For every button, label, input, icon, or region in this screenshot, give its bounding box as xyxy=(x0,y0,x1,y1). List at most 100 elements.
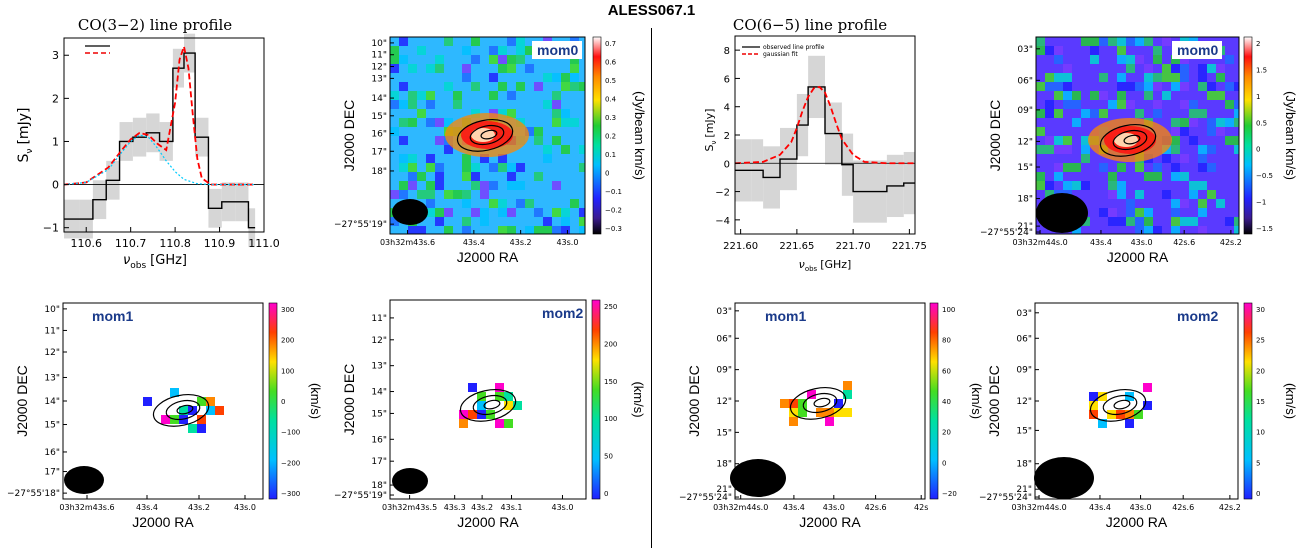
dec-tick-label: −27°55'19" xyxy=(334,220,387,230)
map-pixel xyxy=(525,46,534,55)
colorbar-tick-label: 0.2 xyxy=(605,133,616,141)
dec-tick-label: 14" xyxy=(371,388,387,398)
map-pixel xyxy=(552,73,561,82)
map-pixel xyxy=(390,190,399,199)
colorbar-tick-label: 0 xyxy=(281,398,285,406)
contour-inner xyxy=(472,394,508,416)
map-pixel xyxy=(1225,136,1234,145)
velocity-pixel xyxy=(834,399,843,408)
map-pixel xyxy=(1180,73,1189,82)
dec-tick-label: −27°55'19" xyxy=(334,491,387,501)
map-pixel xyxy=(462,64,471,73)
map-pixel xyxy=(1045,82,1054,91)
map-pixel xyxy=(1171,199,1180,208)
series-observed-line xyxy=(64,52,256,229)
map-pixel xyxy=(1198,154,1207,163)
ra-tick-label: 42s.6 xyxy=(865,503,887,512)
colorbar xyxy=(591,299,601,500)
colorbar-label: (Jy/beam km/s) xyxy=(632,91,647,180)
map-pixel xyxy=(471,55,480,64)
map-pixel xyxy=(435,217,444,226)
map-pixel xyxy=(1153,172,1162,181)
map-pixel xyxy=(1144,208,1153,217)
map-pixel xyxy=(444,226,453,234)
map-pixel xyxy=(1234,82,1239,91)
contour-outer xyxy=(1099,124,1157,157)
map-pixel xyxy=(534,226,543,234)
colorbar-tick-label: 80 xyxy=(942,337,951,345)
contour-inner xyxy=(1102,394,1138,416)
dec-axis-label: J2000 DEC xyxy=(686,365,702,437)
map-pixel xyxy=(1090,37,1099,46)
dec-tick-label: 10" xyxy=(44,305,60,315)
map-pixel xyxy=(1135,109,1144,118)
beam-ellipse xyxy=(392,199,428,225)
dec-tick-label: 12" xyxy=(44,348,60,358)
map-pixel xyxy=(417,109,426,118)
dec-axis-label: J2000 DEC xyxy=(341,364,357,436)
map-pixel xyxy=(1153,55,1162,64)
ra-axis-label: J2000 RA xyxy=(1106,514,1168,530)
map-pixel xyxy=(1135,208,1144,217)
map-pixel xyxy=(1135,163,1144,172)
map-pixel xyxy=(444,118,453,127)
map-pixel xyxy=(1180,82,1189,91)
map-pixel xyxy=(579,208,585,217)
x-tick-label: 110.6 xyxy=(70,237,102,250)
map-pixel xyxy=(1144,226,1153,234)
map-pixel xyxy=(435,181,444,190)
colorbar-tick-label: 20 xyxy=(1256,367,1265,375)
map-pixel xyxy=(1135,217,1144,226)
map-label: mom1 xyxy=(765,308,806,324)
map-pixel xyxy=(462,190,471,199)
map-pixel xyxy=(453,91,462,100)
map-pixel xyxy=(1081,181,1090,190)
velocity-pixel xyxy=(1089,392,1098,401)
map-label-box xyxy=(532,41,582,59)
map-pixel xyxy=(399,190,408,199)
contour-core xyxy=(176,404,194,415)
map-pixel xyxy=(498,109,507,118)
colorbar-label: (km/s) xyxy=(631,381,646,417)
colorbar-tick-label: −1 xyxy=(1256,199,1266,207)
map-pixel xyxy=(1135,226,1144,234)
dec-tick-label: 11" xyxy=(44,326,60,336)
dec-tick-label: 09" xyxy=(1017,106,1033,116)
map-pixel xyxy=(435,118,444,127)
ra-tick-label: 43s.0 xyxy=(234,503,256,512)
colorbar-tick-label: 100 xyxy=(281,367,294,375)
contour-outer xyxy=(459,389,517,422)
map-pixel xyxy=(1126,37,1135,46)
map-pixel xyxy=(507,109,516,118)
colorbar-tick-label: 40 xyxy=(942,398,951,406)
dec-tick-label: 12" xyxy=(371,336,387,346)
map-pixel xyxy=(1189,190,1198,199)
map-pixel xyxy=(1126,82,1135,91)
ra-tick-label: 43s.3 xyxy=(444,503,466,512)
map-pixel xyxy=(408,163,417,172)
map-pixel xyxy=(1153,100,1162,109)
map-pixel xyxy=(444,82,453,91)
ra-tick-label: 42s.6 xyxy=(1173,238,1195,247)
map-pixel xyxy=(1198,109,1207,118)
x-tick-labels: 221.60 221.65 221.70 221.75 xyxy=(723,229,927,252)
map-pixel xyxy=(1108,190,1117,199)
dec-tick-label: 09" xyxy=(716,366,732,376)
map-pixel xyxy=(1171,136,1180,145)
velocity-pixel xyxy=(843,381,852,390)
spectrum-frame xyxy=(63,37,265,233)
map-pixel xyxy=(1180,55,1189,64)
velocity-pixel xyxy=(1089,410,1098,419)
x-tick-label: 110.7 xyxy=(115,237,147,250)
map-pixel xyxy=(1216,73,1225,82)
map-pixel xyxy=(1117,217,1126,226)
map-pixel xyxy=(1198,208,1207,217)
velocity-pixel xyxy=(170,388,179,397)
map-pixel xyxy=(1207,118,1216,127)
colorbar-tick-label: 10 xyxy=(1256,429,1265,437)
dec-tick-label: 21" xyxy=(716,485,732,495)
velocity-pixel xyxy=(215,406,224,415)
map-pixel xyxy=(552,91,561,100)
dec-tick-label: 18" xyxy=(1017,195,1033,205)
map-pixel xyxy=(444,145,453,154)
